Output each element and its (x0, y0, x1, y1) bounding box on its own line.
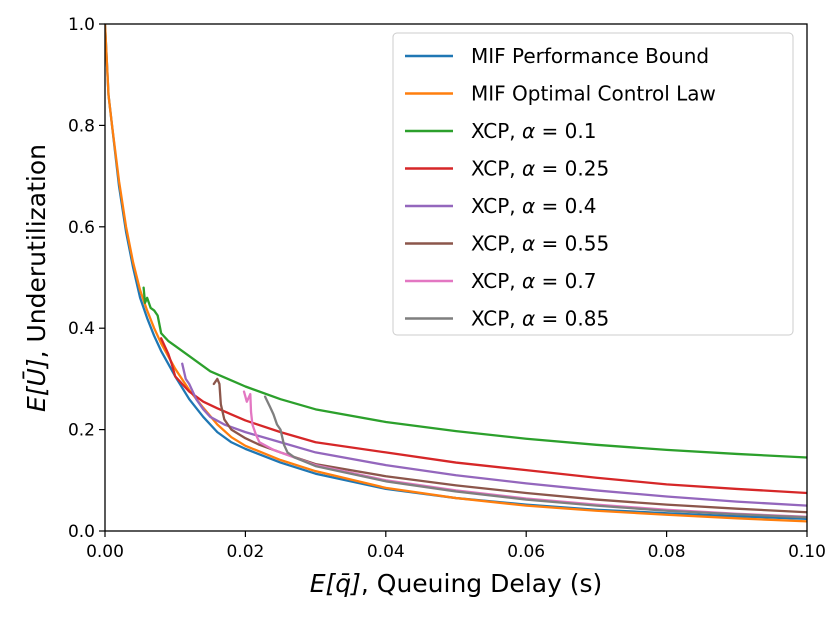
x-tick-label: 0.02 (226, 542, 264, 562)
series-line-6 (212, 377, 807, 514)
y-tick-label: 0.4 (68, 319, 95, 339)
x-tick-label: 0.00 (86, 542, 124, 562)
y-tick-label: 0.6 (68, 218, 95, 238)
legend: MIF Performance Bound MIF Optimal Control… (392, 32, 794, 336)
x-tick-label: 0.08 (648, 542, 686, 562)
series-line-4 (160, 337, 807, 495)
series-line-3 (142, 286, 807, 459)
y-tick-label: 1.0 (68, 15, 95, 35)
y-axis-label: E[Ū], Underutilization (22, 144, 51, 412)
x-axis-label: E[q̄], Queuing Delay (s) (310, 569, 603, 598)
x-tick-label: 0.10 (788, 542, 826, 562)
x-tick-label: 0.04 (367, 542, 405, 562)
y-tick-label: 0.0 (68, 522, 95, 542)
legend-label: XCP, α = 0.4 (471, 194, 596, 218)
x-axis: 0.00 0.02 0.04 0.06 0.08 0.10 (86, 531, 826, 562)
series-line-8 (263, 395, 807, 519)
series-layer (105, 24, 807, 523)
y-tick-label: 0.8 (68, 116, 95, 136)
legend-box (392, 32, 794, 336)
x-tick-label: 0.06 (507, 542, 545, 562)
legend-label: XCP, α = 0.7 (471, 269, 596, 293)
legend-label: XCP, α = 0.25 (471, 157, 609, 181)
legend-label: MIF Performance Bound (471, 44, 709, 68)
legend-label: MIF Optimal Control Law (471, 82, 716, 106)
legend-label: XCP, α = 0.85 (471, 307, 609, 331)
legend-label: XCP, α = 0.1 (471, 119, 596, 143)
plot-frame (104, 23, 808, 532)
y-axis: 0.0 0.2 0.4 0.6 0.8 1.0 (68, 15, 105, 542)
legend-label: XCP, α = 0.55 (471, 232, 609, 256)
series-line-5 (181, 362, 807, 507)
y-tick-label: 0.2 (68, 421, 95, 441)
